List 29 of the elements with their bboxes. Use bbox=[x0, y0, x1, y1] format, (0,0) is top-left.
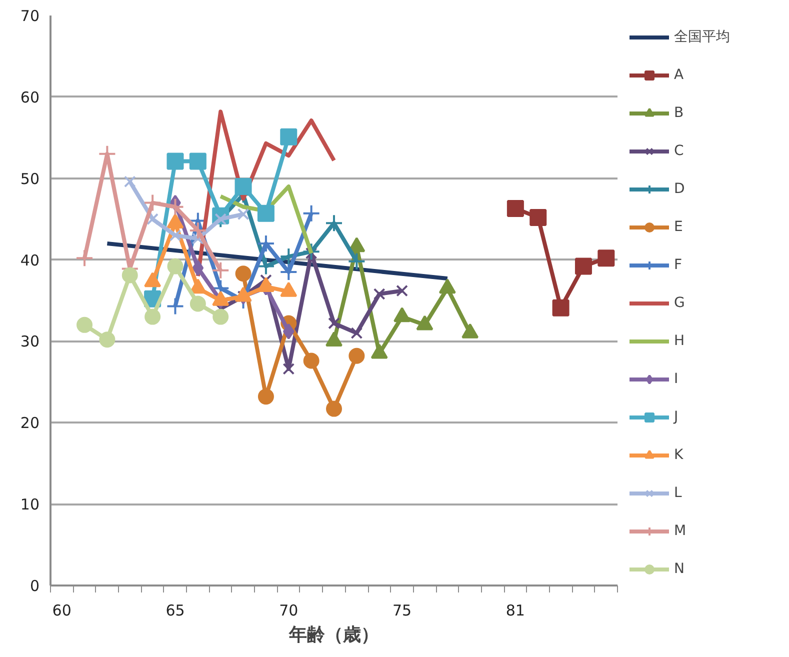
legend-label: E bbox=[674, 219, 684, 235]
y-tick-label: 30 bbox=[20, 332, 40, 351]
legend-label: L bbox=[674, 485, 683, 501]
legend-label: C bbox=[674, 143, 685, 159]
legend-label: 全国平均 bbox=[674, 28, 731, 46]
legend-label: H bbox=[674, 333, 686, 349]
x-tick-label: 70 bbox=[279, 602, 298, 620]
legend-label: K bbox=[674, 447, 684, 463]
x-tick-label: 75 bbox=[392, 602, 412, 620]
y-tick-label: 0 bbox=[30, 577, 40, 595]
legend-label: M bbox=[674, 523, 688, 539]
legend-label: G bbox=[674, 295, 686, 311]
legend-label: N bbox=[674, 561, 686, 577]
legend-label: A bbox=[674, 67, 685, 83]
legend-label: I bbox=[674, 371, 680, 387]
y-tick-label: 40 bbox=[20, 251, 40, 270]
legend-label: B bbox=[674, 105, 685, 121]
x-axis-title: 年齢（歳） bbox=[288, 624, 379, 646]
y-tick-label: 20 bbox=[20, 414, 40, 432]
y-tick-label: 10 bbox=[20, 496, 40, 514]
x-tick-label: 65 bbox=[166, 602, 185, 620]
x-tick-label: 60 bbox=[52, 602, 72, 620]
y-tick-label: 50 bbox=[20, 170, 40, 188]
x-tick-label: 81 bbox=[506, 602, 525, 620]
y-tick-label: 60 bbox=[20, 88, 40, 106]
legend-label: F bbox=[674, 257, 684, 273]
legend-label: J bbox=[674, 409, 680, 425]
y-tick-label: 70 bbox=[20, 7, 40, 25]
legend-label: D bbox=[674, 181, 686, 197]
